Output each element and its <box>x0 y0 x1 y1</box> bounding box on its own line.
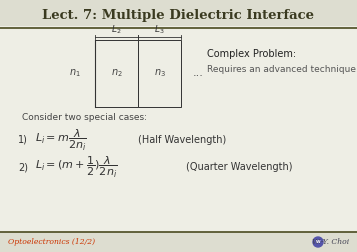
Text: ...: ... <box>193 69 204 79</box>
Text: W.-Y. Choi: W.-Y. Choi <box>312 238 349 246</box>
Text: Optoelectronics (12/2): Optoelectronics (12/2) <box>8 238 95 246</box>
Bar <box>0 26 357 232</box>
Text: $n_2$: $n_2$ <box>111 68 122 79</box>
Text: Lect. 7: Multiple Dielectric Interface: Lect. 7: Multiple Dielectric Interface <box>42 9 315 21</box>
Text: $n_3$: $n_3$ <box>154 68 166 79</box>
Text: (Half Wavelength): (Half Wavelength) <box>138 135 226 145</box>
Text: 2): 2) <box>18 162 28 172</box>
Bar <box>138 40 181 107</box>
Text: $L_2$: $L_2$ <box>111 24 122 36</box>
Text: W: W <box>316 240 320 244</box>
Text: $L_i = (m + \dfrac{1}{2})\dfrac{\lambda}{2n_i}$: $L_i = (m + \dfrac{1}{2})\dfrac{\lambda}… <box>35 154 117 180</box>
Text: (Quarter Wavelength): (Quarter Wavelength) <box>186 162 292 172</box>
Bar <box>95 40 138 107</box>
Text: $L_i = m\dfrac{\lambda}{2n_i}$: $L_i = m\dfrac{\lambda}{2n_i}$ <box>35 127 87 153</box>
Circle shape <box>313 237 323 247</box>
Text: $n_1$: $n_1$ <box>69 68 81 79</box>
Text: Consider two special cases:: Consider two special cases: <box>22 112 147 121</box>
Text: Complex Problem:: Complex Problem: <box>207 49 296 59</box>
Text: Requires an advanced technique: Requires an advanced technique <box>207 66 356 75</box>
Text: 1): 1) <box>18 135 28 145</box>
Text: $L_3$: $L_3$ <box>154 24 165 36</box>
